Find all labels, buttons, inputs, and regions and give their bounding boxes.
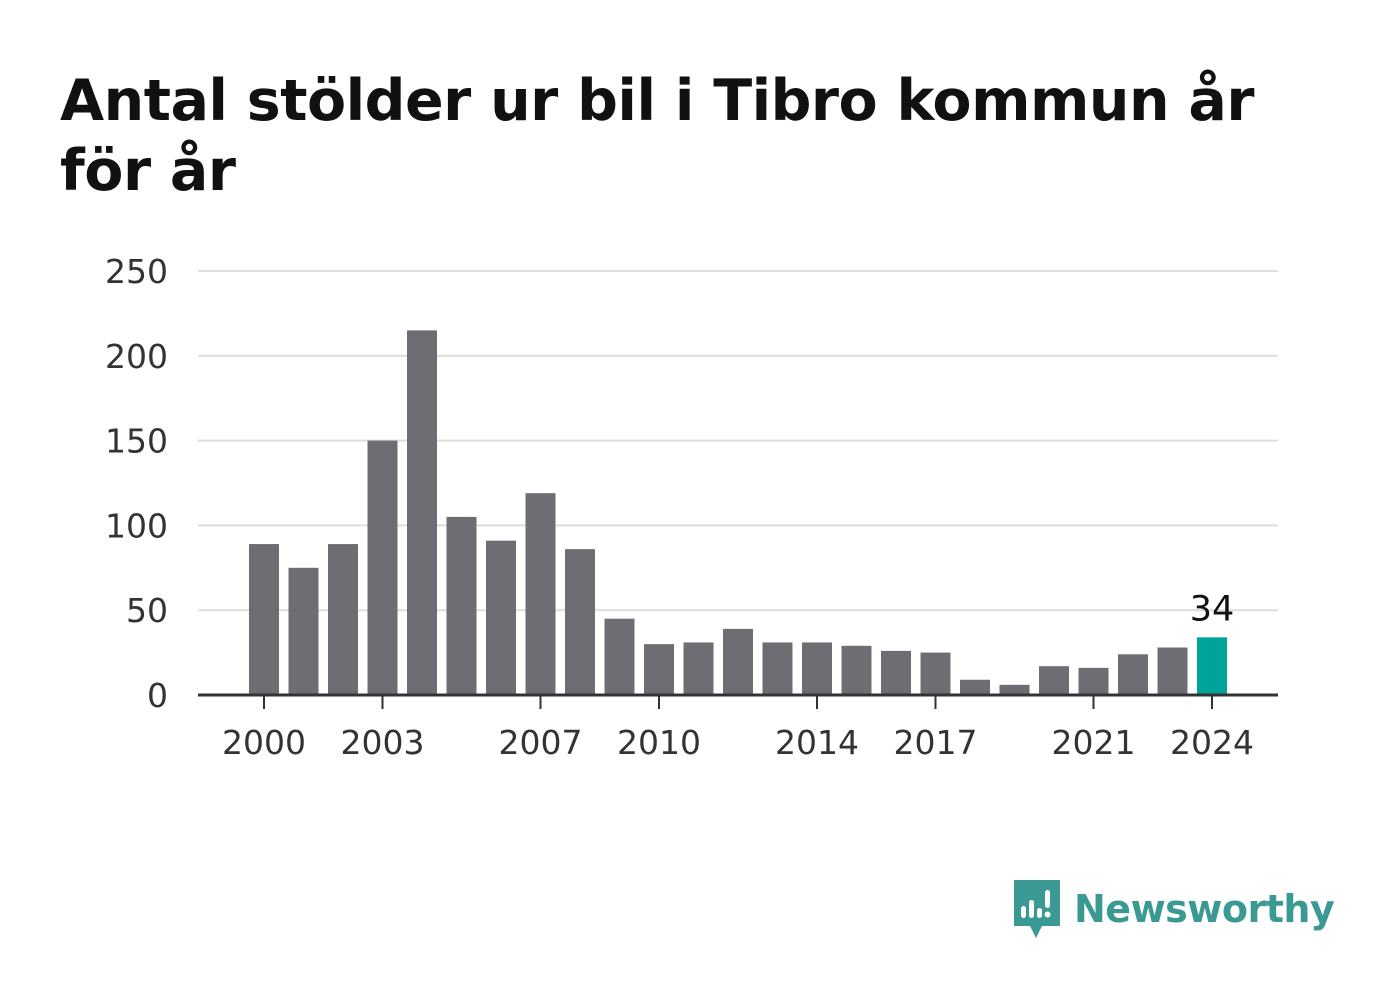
newsworthy-logo-icon [1014, 880, 1060, 938]
data-label-highlight: 34 [1190, 589, 1235, 629]
bar-2021 [1078, 667, 1109, 695]
bar-2016 [881, 650, 911, 695]
x-tick-label: 2021 [1052, 723, 1136, 762]
bar-2003 [367, 440, 398, 695]
bar-2022 [1118, 654, 1148, 695]
bar-2006 [486, 540, 516, 695]
bar-2014 [802, 642, 832, 695]
bar-2020 [1039, 666, 1069, 695]
y-axis-ticks: 0 50 100 150 200 250 [105, 252, 168, 715]
x-tick-label: 2007 [499, 723, 583, 762]
bar-2010 [644, 644, 674, 695]
gridlines [198, 270, 1278, 612]
x-axis: 2000 2003 2007 2010 2014 2017 2021 2024 [198, 693, 1278, 762]
x-tick-label: 2017 [894, 723, 978, 762]
bar-2012 [723, 628, 753, 695]
y-tick-label: 0 [147, 676, 168, 715]
bar-2000 [249, 544, 279, 695]
y-tick-label: 100 [105, 506, 168, 545]
bar-2024 [1197, 637, 1227, 695]
bar-2011 [683, 642, 714, 695]
bar-2008 [565, 549, 595, 695]
x-tick-label: 2024 [1170, 723, 1254, 762]
chart-title: Antal stölder ur bil i Tibro kommun år f… [60, 68, 1254, 204]
bar-2019 [999, 684, 1030, 695]
bar-2009 [604, 618, 635, 695]
bar-2017 [920, 652, 951, 695]
x-tick-label: 2014 [775, 723, 859, 762]
bar-2001 [288, 567, 319, 695]
bar-2005 [446, 516, 477, 695]
bars [249, 330, 1227, 695]
newsworthy-logo: Newsworthy [1012, 878, 1335, 940]
y-tick-label: 200 [105, 337, 168, 376]
bar-2015 [841, 645, 872, 695]
y-tick-label: 150 [105, 422, 168, 461]
bar-2004 [407, 330, 437, 695]
y-tick-label: 50 [126, 591, 168, 630]
x-tick-label: 2010 [617, 723, 701, 762]
data-labels: 34 [1190, 589, 1235, 629]
x-tick-label: 2003 [341, 723, 425, 762]
bar-2023 [1157, 647, 1188, 695]
bar-2007 [525, 493, 556, 695]
bar-2018 [960, 679, 990, 695]
y-tick-label: 250 [105, 252, 168, 291]
bar-2002 [328, 544, 358, 695]
bar-2013 [762, 642, 793, 695]
brand-name: Newsworthy [1074, 887, 1335, 931]
x-tick-label: 2000 [222, 723, 306, 762]
